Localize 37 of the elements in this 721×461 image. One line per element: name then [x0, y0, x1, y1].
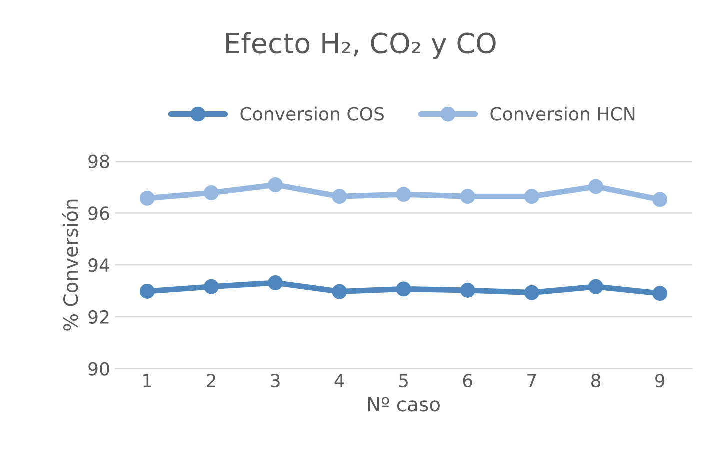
point: [460, 189, 476, 204]
legend-label: Conversion COS: [240, 106, 384, 121]
x-tick-label: 7: [528, 374, 536, 388]
chart-title: Efecto H₂, CO₂ y CO: [226, 32, 496, 60]
y-tick-label: 96: [88, 206, 110, 220]
point: [268, 276, 284, 290]
y-tick-label: 94: [88, 258, 110, 272]
x-tick-label: 6: [463, 374, 472, 388]
point: [460, 283, 476, 298]
x-tick-label: 4: [334, 374, 344, 388]
point: [332, 284, 348, 300]
point: [652, 192, 668, 208]
point: [140, 284, 155, 299]
point: [588, 179, 604, 194]
point: [332, 189, 348, 204]
legend-label: Conversion HCN: [490, 106, 635, 121]
x-axis-title: Nº caso: [368, 397, 440, 412]
x-tick-label: 8: [592, 374, 601, 388]
point: [524, 189, 540, 204]
x-tick-label: 1: [144, 374, 152, 388]
y-tick-label: 92: [88, 310, 109, 324]
point: [652, 286, 668, 302]
point: [524, 285, 540, 300]
y-tick-label: 98: [88, 154, 110, 168]
y-tick-label: 90: [88, 362, 110, 376]
x-tick-label: 2: [207, 374, 216, 388]
x-tick-label: 5: [399, 374, 408, 388]
point: [396, 282, 412, 297]
point: [204, 279, 219, 294]
x-tick-label: 9: [656, 374, 665, 388]
point: [140, 190, 155, 206]
point: [588, 279, 604, 294]
point: [268, 177, 284, 192]
y-axis-title: % Conversión: [62, 200, 78, 331]
point: [204, 186, 219, 200]
x-tick-label: 3: [271, 374, 280, 388]
point: [396, 187, 412, 202]
